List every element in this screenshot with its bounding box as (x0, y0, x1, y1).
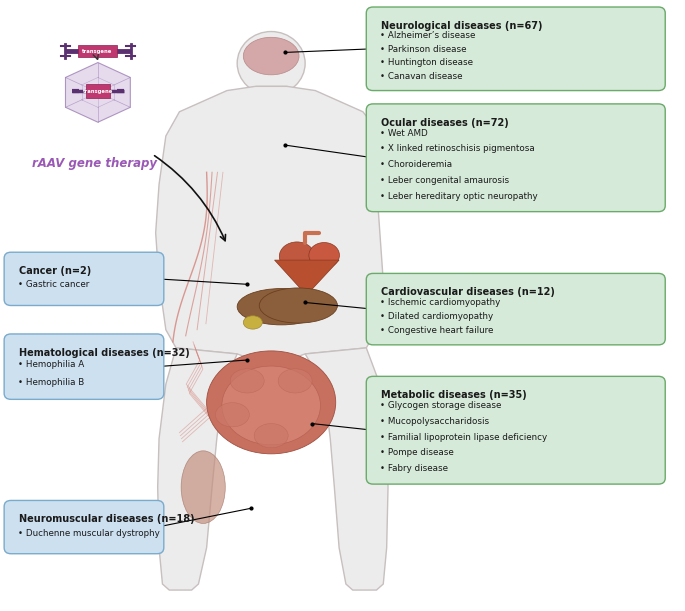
Polygon shape (275, 260, 339, 295)
Text: • X linked retinoschisis pigmentosa: • X linked retinoschisis pigmentosa (380, 144, 534, 153)
FancyBboxPatch shape (366, 273, 665, 345)
Text: • Glycogen storage disease: • Glycogen storage disease (380, 401, 501, 410)
Text: • Choroideremia: • Choroideremia (380, 160, 452, 169)
Polygon shape (256, 86, 287, 95)
Text: • Hemophilia B: • Hemophilia B (18, 378, 84, 387)
Text: Ocular diseases (n=72): Ocular diseases (n=72) (382, 118, 509, 128)
Polygon shape (155, 86, 384, 361)
Ellipse shape (243, 316, 262, 329)
Text: • Ischemic cardiomyopathy: • Ischemic cardiomyopathy (380, 298, 500, 307)
Ellipse shape (278, 369, 312, 393)
Text: • Mucopolysaccharidosis: • Mucopolysaccharidosis (380, 417, 489, 426)
Polygon shape (77, 45, 117, 57)
Text: • Familial lipoprotein lipase deficiency: • Familial lipoprotein lipase deficiency (380, 433, 547, 442)
Ellipse shape (181, 451, 225, 524)
Text: • Congestive heart failure: • Congestive heart failure (380, 326, 493, 335)
Ellipse shape (237, 32, 305, 95)
Polygon shape (305, 348, 388, 590)
Text: Neurological diseases (n=67): Neurological diseases (n=67) (382, 21, 543, 31)
Text: transgene: transgene (82, 49, 112, 54)
Text: Metabolic diseases (n=35): Metabolic diseases (n=35) (382, 390, 527, 400)
Ellipse shape (279, 242, 314, 271)
Text: • Duchenne muscular dystrophy: • Duchenne muscular dystrophy (18, 529, 160, 538)
Text: Hematological diseases (n=32): Hematological diseases (n=32) (19, 348, 190, 358)
Text: • Pompe disease: • Pompe disease (380, 448, 453, 458)
Text: • Fabry disease: • Fabry disease (380, 464, 448, 473)
Ellipse shape (230, 369, 264, 393)
Text: • Wet AMD: • Wet AMD (380, 129, 427, 137)
Polygon shape (86, 84, 110, 98)
Text: • Gastric cancer: • Gastric cancer (18, 280, 89, 290)
Text: • Alzheimer’s disease: • Alzheimer’s disease (380, 31, 475, 40)
Text: • Huntington disease: • Huntington disease (380, 58, 473, 67)
Ellipse shape (237, 288, 325, 325)
Text: • Dilated cardiomyopathy: • Dilated cardiomyopathy (380, 312, 493, 321)
Text: rAAV gene therapy: rAAV gene therapy (32, 157, 157, 170)
Polygon shape (66, 62, 130, 122)
Text: Neuromuscular diseases (n=18): Neuromuscular diseases (n=18) (19, 514, 195, 524)
Ellipse shape (309, 243, 340, 268)
FancyBboxPatch shape (366, 376, 665, 484)
Text: Cardiovascular diseases (n=12): Cardiovascular diseases (n=12) (382, 287, 555, 298)
Text: Cancer (n=2): Cancer (n=2) (19, 266, 91, 276)
Text: • Leber hereditary optic neuropathy: • Leber hereditary optic neuropathy (380, 192, 538, 200)
FancyBboxPatch shape (4, 252, 164, 306)
FancyBboxPatch shape (366, 104, 665, 211)
FancyBboxPatch shape (366, 7, 665, 90)
Ellipse shape (243, 37, 299, 75)
FancyBboxPatch shape (4, 334, 164, 400)
FancyBboxPatch shape (4, 500, 164, 554)
Text: • Leber congenital amaurosis: • Leber congenital amaurosis (380, 176, 509, 185)
Text: • Parkinson disease: • Parkinson disease (380, 45, 466, 54)
Text: • Hemophilia A: • Hemophilia A (18, 360, 84, 368)
Text: transgene: transgene (83, 89, 113, 93)
Ellipse shape (215, 403, 249, 427)
Text: • Canavan disease: • Canavan disease (380, 72, 462, 81)
Ellipse shape (207, 351, 336, 454)
Ellipse shape (259, 288, 338, 323)
Ellipse shape (254, 423, 288, 448)
Polygon shape (158, 348, 237, 590)
Ellipse shape (222, 366, 321, 445)
